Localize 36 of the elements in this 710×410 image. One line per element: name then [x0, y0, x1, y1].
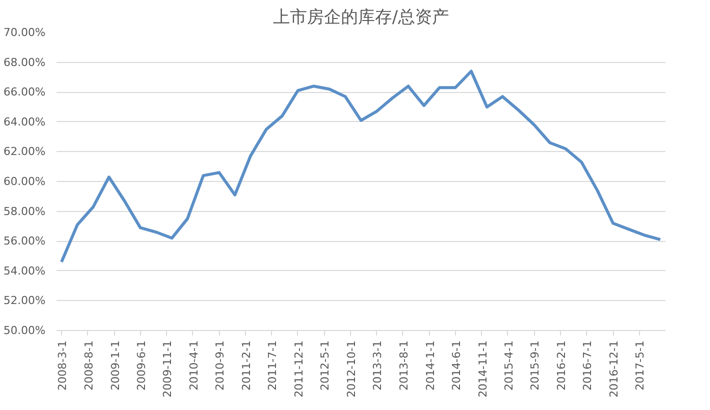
- x-tick-label: 2014-6-1: [450, 340, 463, 390]
- y-tick-label: 50.00%: [4, 324, 46, 337]
- x-tick-label: 2014-11-1: [476, 340, 490, 398]
- y-tick-label: 64.00%: [4, 115, 46, 128]
- y-tick-label: 66.00%: [4, 86, 46, 99]
- y-tick-label: 54.00%: [4, 264, 46, 278]
- x-tick-label: 2015-9-1: [528, 340, 542, 390]
- y-tick-label: 60.00%: [4, 175, 46, 188]
- x-tick-label: 2008-8-1: [82, 340, 96, 390]
- x-tick-label: 2009-1-1: [108, 340, 122, 390]
- chart-title: 上市房企的库存/总资产: [273, 8, 449, 28]
- x-tick-label: 2016-2-1: [555, 340, 568, 390]
- x-tick-label: 2011-2-1: [240, 340, 254, 390]
- x-tick-label: 2013-8-1: [397, 340, 410, 390]
- y-tick-label: 52.00%: [4, 294, 46, 308]
- y-tick-label: 62.00%: [4, 145, 46, 158]
- x-tick-label: 2011-7-1: [266, 340, 279, 390]
- x-tick-label: 2008-3-1: [56, 340, 70, 390]
- x-tick-label: 2013-3-1: [371, 340, 384, 390]
- line-series: [60, 70, 662, 264]
- x-tick-label: 2009-6-1: [134, 340, 148, 390]
- x-tick-label: 2011-12-1: [292, 340, 306, 398]
- y-tick-label: 56.00%: [4, 234, 46, 248]
- x-tick-label: 2014-1-1: [424, 340, 437, 390]
- y-tick-label: 68.00%: [4, 56, 46, 69]
- x-tick-label: 2016-7-1: [581, 340, 594, 390]
- x-tick-label: 2017-5-1: [634, 340, 647, 390]
- x-tick-label: 2010-4-1: [187, 340, 200, 390]
- x-tick-label: 2012-5-1: [318, 340, 332, 390]
- x-tick-label: 2015-4-1: [502, 340, 516, 390]
- x-tick-label: 2016-12-1: [608, 340, 621, 398]
- x-tick-label: 2012-10-1: [344, 340, 358, 398]
- y-tick-label: 70.00%: [4, 26, 46, 39]
- x-tick-label: 2010-9-1: [214, 340, 227, 390]
- x-tick-label: 2009-11-1: [161, 340, 174, 398]
- y-tick-label: 58.00%: [4, 204, 46, 218]
